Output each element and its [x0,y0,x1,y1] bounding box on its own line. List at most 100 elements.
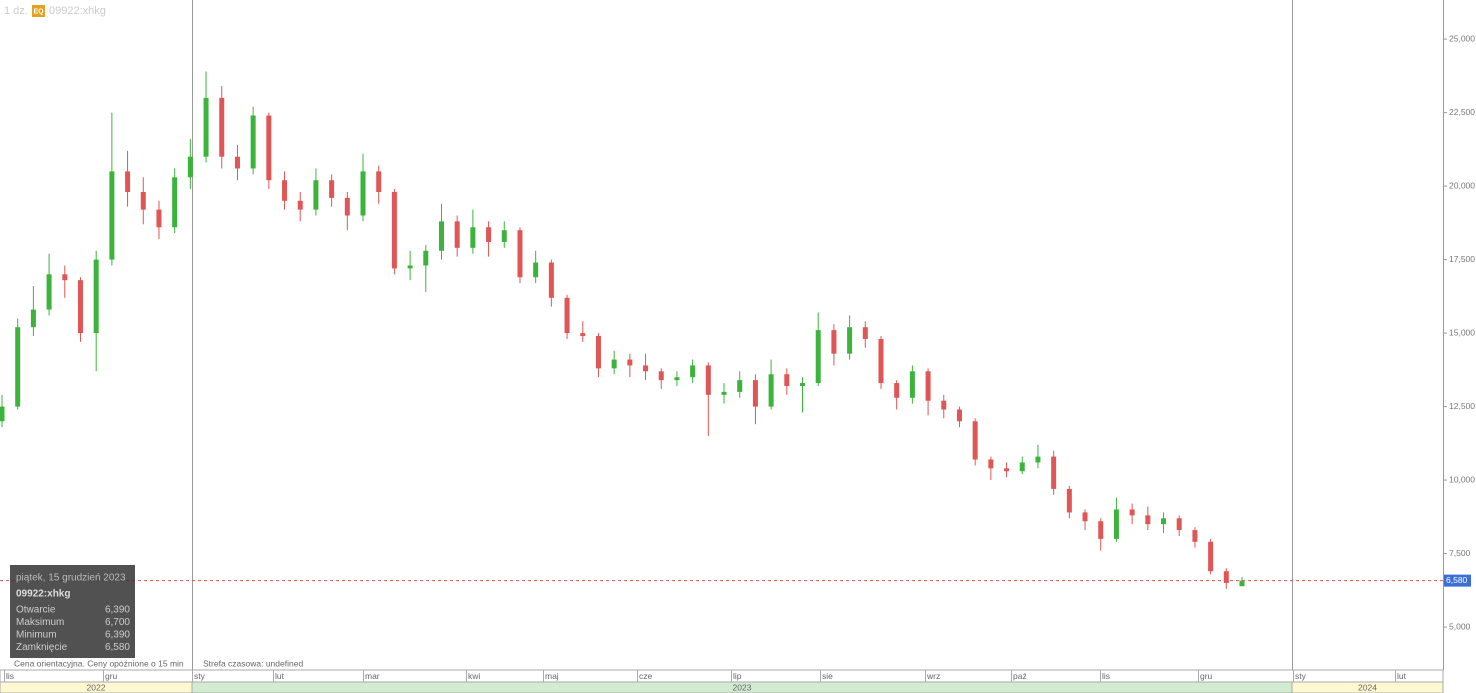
year-label: 2022 [87,682,106,692]
candle-body [1113,509,1119,539]
month-label: lis [6,671,14,681]
candle-body [815,330,821,384]
month-label: paź [1013,671,1027,681]
candle-body [93,259,99,334]
candle-body [219,97,225,157]
candle-body [297,200,303,210]
candle-body [674,377,680,381]
candle-body [627,359,633,366]
candle-body [46,274,52,310]
y-tick-label: 17,500 [1449,254,1475,264]
candle-body [1176,518,1182,531]
candle-body [140,191,146,210]
candle-body [752,380,758,407]
candle-body [1192,530,1198,542]
candle-body [77,280,83,334]
y-tick-label: 10,000 [1449,474,1475,484]
candle-body [941,400,947,410]
tooltip-label: Maksimum [16,617,64,628]
month-label: kwi [468,671,480,681]
candle-body [172,177,178,228]
candle-body [721,391,727,395]
candle-body [737,380,743,392]
candle-body [282,180,288,201]
month-label: lut [1397,671,1407,681]
candle-body [187,156,193,178]
candle-body [1098,521,1104,539]
candle-body [862,327,868,339]
candle-body [690,365,696,378]
candle-body [344,197,350,216]
year-label: 2023 [733,682,752,692]
y-tick-label: 20,000 [1449,180,1475,190]
tooltip-symbol: 09922:xhkg [16,589,70,600]
candle-body [595,336,601,369]
candle-body [203,97,209,157]
candle-body [470,227,476,248]
month-label: lip [733,671,742,681]
tooltip-value: 6,390 [105,605,130,616]
candle-body [878,338,884,384]
candle-body [62,274,68,281]
candle-body [909,371,915,398]
tooltip-value: 6,580 [105,642,130,653]
candle-body [972,421,978,460]
badge-bg [32,5,45,17]
y-tick-label: 5,000 [1449,621,1471,631]
candle-body [517,230,523,278]
candle-body [1145,515,1151,525]
candle-body [329,180,335,198]
month-label: lut [275,671,285,681]
candle-body [925,371,931,401]
month-label: sie [822,671,833,681]
y-tick-label: 25,000 [1449,33,1475,43]
candle-body [156,209,162,228]
candle-body [1223,571,1229,583]
month-label: mar [365,671,380,681]
candle-body [30,309,36,328]
footer-note: Cena orientacyjna. Ceny opóźnione o 15 m… [14,658,184,668]
y-tick-label: 7,500 [1449,548,1471,558]
candle-body [768,374,774,407]
last-price-tag [1444,574,1471,587]
interval: 1 dz. [4,5,28,17]
y-tick-label: 15,000 [1449,327,1475,337]
month-label: lis [1102,671,1110,681]
candle-body [548,262,554,298]
candle-body [564,297,570,334]
candle-body [234,156,240,169]
tooltip-label: Minimum [16,630,57,641]
candle-body [611,359,617,369]
candle-body [800,383,806,387]
month-label: gru [1200,671,1213,681]
candle-body [1208,541,1214,572]
candle-body [501,230,507,242]
tooltip: piątek, 15 grudzień 2023 09922:xhkg Otwa… [10,565,135,658]
candle-body [266,115,272,181]
month-label: maj [545,671,559,681]
month-label: sty [194,671,206,681]
candle-body [580,333,586,337]
candle-body [407,265,413,269]
candle-body [784,374,790,387]
badge: EQ [33,8,44,15]
candle-body [1035,456,1041,463]
month-label: sty [1295,671,1307,681]
candle-body [376,171,382,192]
candle-body [643,365,649,372]
tooltip-date: piątek, 15 grudzień 2023 [16,573,126,584]
candle-body [454,221,460,248]
candle-body [1066,488,1072,513]
year-label: 2024 [1358,682,1377,692]
tooltip-label: Zamknięcie [16,642,68,653]
footer-timezone: Strefa czasowa: undefined [203,658,303,668]
candle-body [360,171,366,216]
candle-body [1082,512,1088,522]
month-label: cze [639,671,653,681]
month-label: wrz [926,671,940,681]
y-tick-label: 22,500 [1449,107,1475,117]
candle-body [0,406,5,422]
candle-body [705,365,711,395]
candle-body [313,180,319,210]
